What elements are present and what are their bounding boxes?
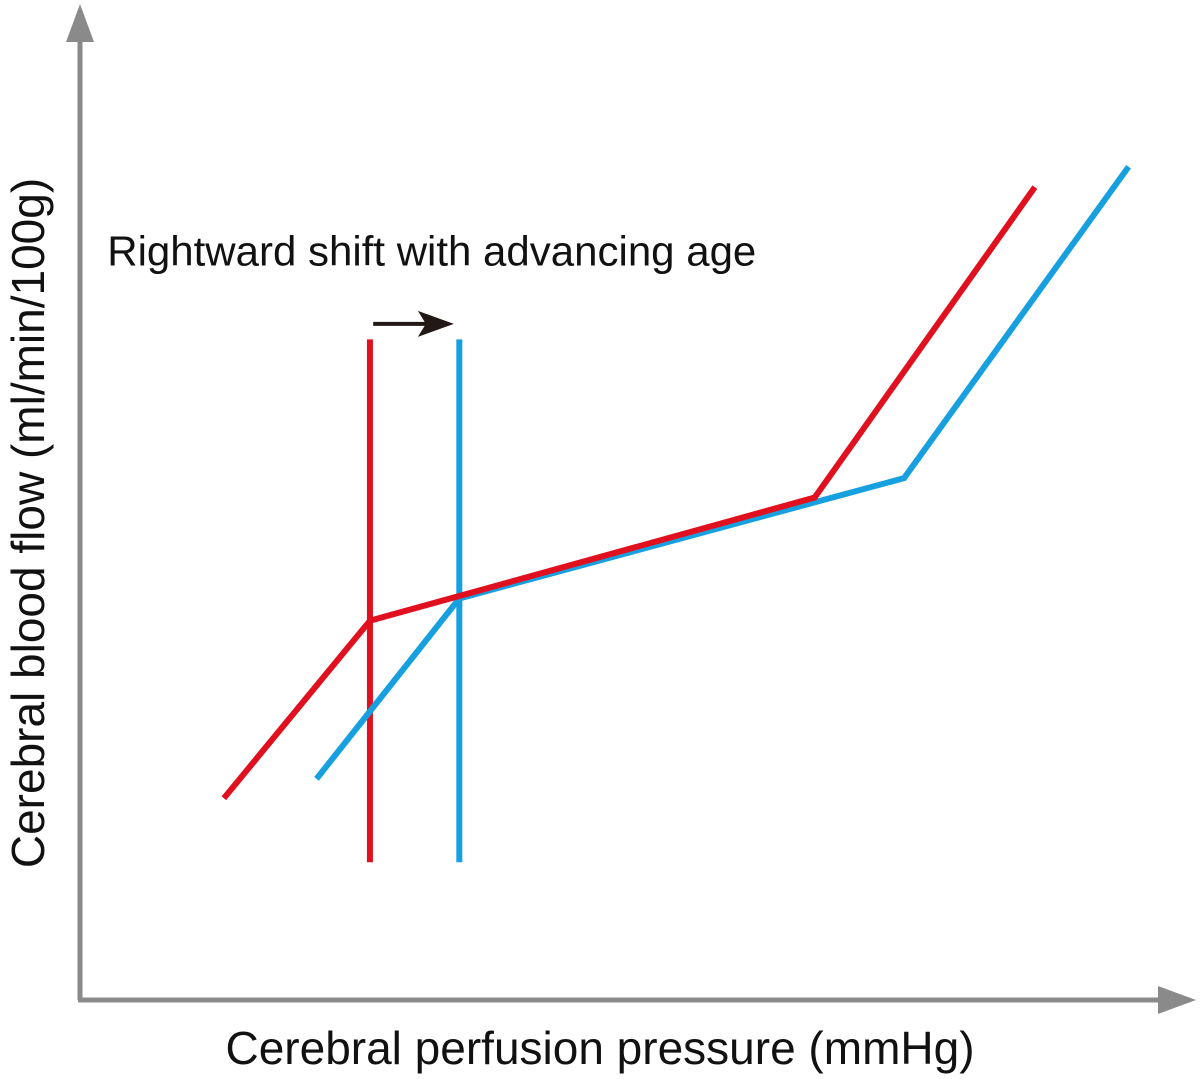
y-axis-arrowhead [66, 4, 94, 42]
x-axis-label: Cerebral perfusion pressure (mmHg) [225, 1022, 974, 1074]
series-line-2 [314, 165, 1132, 781]
series-group [221, 165, 1132, 801]
shift-arrow [373, 310, 454, 337]
x-axis-arrowhead [1158, 986, 1196, 1014]
series-line-1 [221, 185, 1038, 801]
y-axis-label: Cerebral blood flow (ml/min/100g) [2, 178, 54, 868]
shift-arrow-head [417, 310, 454, 337]
annotation-rightward-shift: Rightward shift with advancing age [107, 228, 756, 275]
